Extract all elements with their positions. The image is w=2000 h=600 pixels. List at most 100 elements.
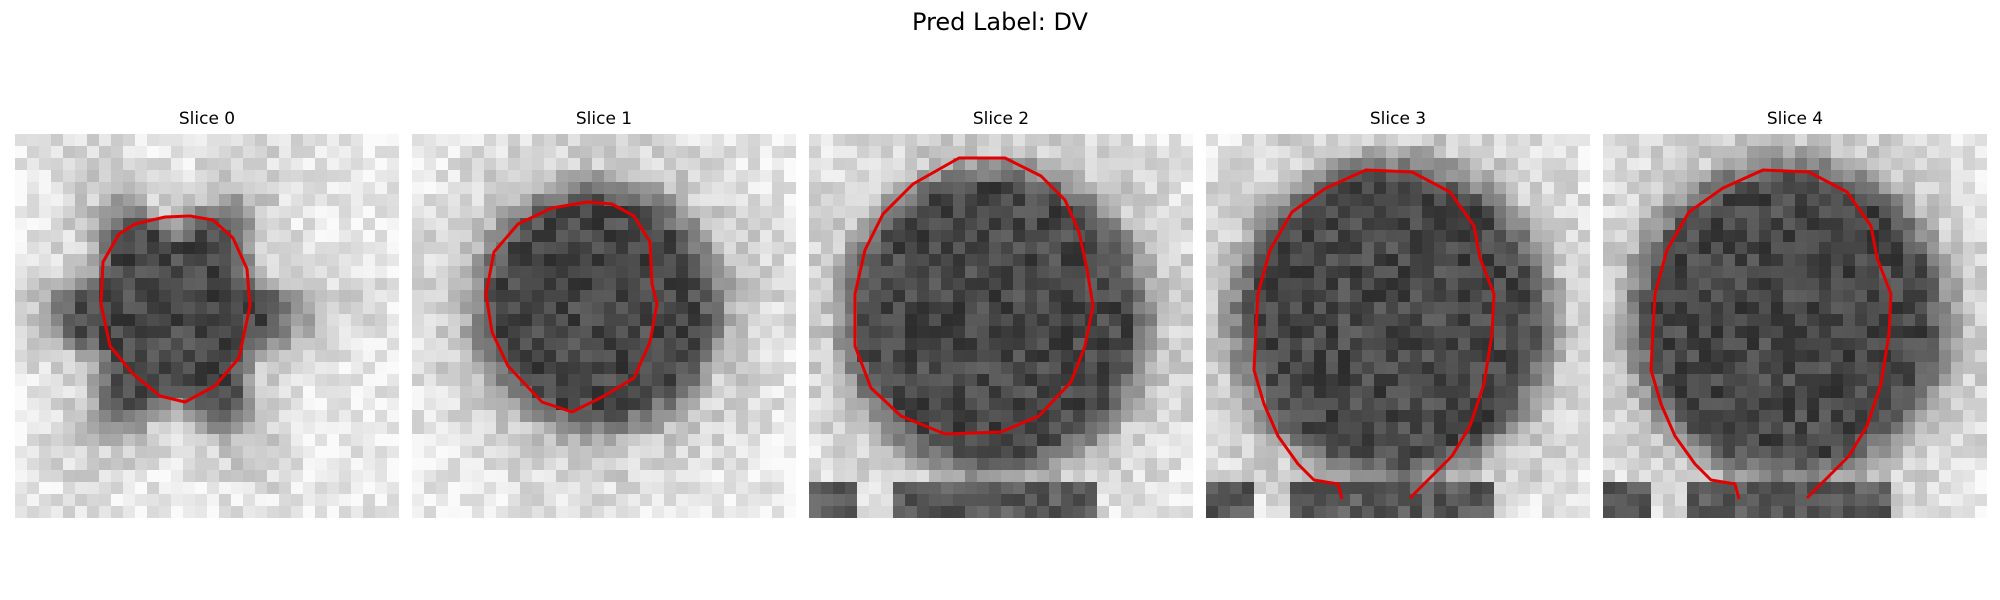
image-pixel bbox=[303, 290, 316, 303]
image-pixel bbox=[1951, 290, 1964, 303]
image-pixel bbox=[1915, 326, 1928, 339]
image-pixel bbox=[1049, 494, 1062, 507]
image-pixel bbox=[1374, 458, 1387, 471]
image-pixel bbox=[580, 482, 593, 495]
image-pixel bbox=[953, 134, 966, 147]
image-pixel bbox=[1001, 134, 1014, 147]
image-pixel bbox=[159, 302, 172, 315]
image-pixel bbox=[1927, 218, 1940, 231]
image-pixel bbox=[1302, 362, 1315, 375]
image-pixel bbox=[1386, 506, 1399, 518]
image-pixel bbox=[1663, 458, 1676, 471]
image-pixel bbox=[436, 410, 449, 423]
image-pixel bbox=[1795, 230, 1808, 243]
image-pixel bbox=[1675, 206, 1688, 219]
image-pixel bbox=[724, 242, 737, 255]
image-pixel bbox=[1398, 506, 1411, 518]
image-pixel bbox=[1133, 374, 1146, 387]
image-pixel bbox=[1627, 266, 1640, 279]
image-pixel bbox=[1903, 434, 1916, 447]
image-pixel bbox=[1951, 374, 1964, 387]
image-pixel bbox=[303, 278, 316, 291]
image-pixel bbox=[1506, 218, 1519, 231]
image-pixel bbox=[39, 290, 52, 303]
image-pixel bbox=[111, 290, 124, 303]
image-pixel bbox=[1819, 230, 1832, 243]
image-pixel bbox=[1939, 170, 1952, 183]
image-pixel bbox=[39, 410, 52, 423]
image-pixel bbox=[1350, 290, 1363, 303]
image-pixel bbox=[472, 206, 485, 219]
image-pixel bbox=[1663, 158, 1676, 171]
image-pixel bbox=[1819, 266, 1832, 279]
image-pixel bbox=[1470, 170, 1483, 183]
image-pixel bbox=[1771, 338, 1784, 351]
image-pixel bbox=[1434, 230, 1447, 243]
image-pixel bbox=[929, 350, 942, 363]
image-pixel bbox=[1723, 278, 1736, 291]
image-pixel bbox=[1927, 362, 1940, 375]
image-pixel bbox=[556, 494, 569, 507]
image-pixel bbox=[1530, 362, 1543, 375]
image-pixel bbox=[1771, 266, 1784, 279]
image-pixel bbox=[1879, 386, 1892, 399]
image-pixel bbox=[1109, 422, 1122, 435]
image-pixel bbox=[917, 290, 930, 303]
image-pixel bbox=[1795, 254, 1808, 267]
image-pixel bbox=[1121, 362, 1134, 375]
image-pixel bbox=[1434, 242, 1447, 255]
image-pixel bbox=[183, 230, 196, 243]
image-pixel bbox=[1819, 434, 1832, 447]
image-pixel bbox=[664, 254, 677, 267]
image-pixel bbox=[1915, 194, 1928, 207]
image-pixel bbox=[1891, 206, 1904, 219]
image-pixel bbox=[1855, 314, 1868, 327]
image-pixel bbox=[905, 290, 918, 303]
image-pixel bbox=[1061, 230, 1074, 243]
image-pixel bbox=[1109, 446, 1122, 459]
image-pixel bbox=[1097, 134, 1110, 147]
image-pixel bbox=[351, 386, 364, 399]
image-pixel bbox=[977, 230, 990, 243]
image-pixel bbox=[1109, 266, 1122, 279]
image-pixel bbox=[1049, 230, 1062, 243]
image-pixel bbox=[1554, 494, 1567, 507]
image-pixel bbox=[1326, 146, 1339, 159]
image-pixel bbox=[1783, 182, 1796, 195]
image-pixel bbox=[75, 278, 88, 291]
image-pixel bbox=[1109, 134, 1122, 147]
image-pixel bbox=[291, 446, 304, 459]
image-pixel bbox=[255, 350, 268, 363]
image-pixel bbox=[664, 230, 677, 243]
image-pixel bbox=[424, 350, 437, 363]
image-pixel bbox=[712, 386, 725, 399]
image-pixel bbox=[87, 206, 100, 219]
image-pixel bbox=[351, 398, 364, 411]
image-pixel bbox=[748, 326, 761, 339]
image-pixel bbox=[1494, 350, 1507, 363]
image-pixel bbox=[1795, 266, 1808, 279]
image-pixel bbox=[941, 398, 954, 411]
image-pixel bbox=[1374, 134, 1387, 147]
image-pixel bbox=[1121, 434, 1134, 447]
image-pixel bbox=[496, 410, 509, 423]
image-pixel bbox=[1711, 302, 1724, 315]
image-pixel bbox=[1963, 146, 1976, 159]
image-pixel bbox=[580, 386, 593, 399]
image-pixel bbox=[809, 134, 822, 147]
image-pixel bbox=[1302, 446, 1315, 459]
image-pixel bbox=[989, 458, 1002, 471]
image-pixel bbox=[1795, 302, 1808, 315]
image-pixel bbox=[1627, 362, 1640, 375]
image-pixel bbox=[436, 230, 449, 243]
image-pixel bbox=[279, 446, 292, 459]
image-pixel bbox=[977, 482, 990, 495]
image-pixel bbox=[1049, 290, 1062, 303]
image-pixel bbox=[1386, 278, 1399, 291]
image-pixel bbox=[1230, 434, 1243, 447]
image-pixel bbox=[1446, 206, 1459, 219]
image-pixel bbox=[51, 482, 64, 495]
image-pixel bbox=[363, 506, 376, 518]
image-pixel bbox=[1290, 506, 1303, 518]
image-pixel bbox=[965, 446, 978, 459]
